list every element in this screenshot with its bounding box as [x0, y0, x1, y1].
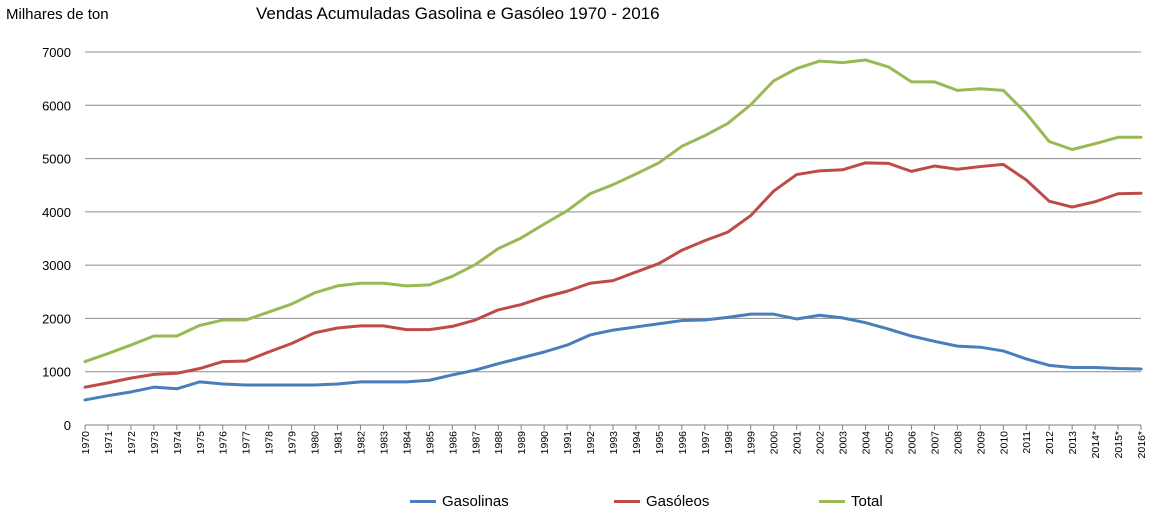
gridlines [85, 51, 1141, 426]
x-tick-label: 2008 [952, 431, 964, 455]
y-axis-unit-label: Milhares de ton [6, 6, 109, 23]
x-tick-label: 2003 [838, 431, 850, 455]
x-tick-label: 2002 [815, 431, 827, 455]
series-line-gasóleos [83, 161, 1143, 389]
x-tick-label: 1985 [424, 431, 436, 455]
legend-item-gasolinas: Gasolinas [410, 493, 509, 510]
x-tick-label: 1990 [539, 431, 551, 455]
x-tick-label: 2010 [998, 431, 1010, 455]
x-tick-label: 1973 [149, 431, 161, 455]
x-tick-label: 1979 [287, 431, 299, 455]
x-tick-label: 1986 [447, 431, 459, 455]
x-tick-label: 1978 [264, 431, 276, 455]
y-tick-label: 5000 [42, 152, 71, 167]
x-tick-label: 2013 [1067, 431, 1079, 455]
x-tick-label: 2005 [883, 431, 895, 455]
x-tick-label: 2009 [975, 431, 987, 455]
legend: Gasolinas Gasóleos Total [0, 493, 1164, 513]
chart-title: Vendas Acumuladas Gasolina e Gasóleo 197… [256, 4, 660, 23]
y-axis-tick-labels: 0 1000 2000 3000 4000 5000 6000 7000 [42, 45, 71, 433]
x-tick-label: 1984 [401, 431, 413, 455]
x-tick-label: 2001 [792, 431, 804, 455]
x-tick-label: 2015* [1113, 431, 1125, 458]
y-tick-label: 6000 [42, 98, 71, 113]
legend-item-total: Total [819, 493, 883, 510]
legend-label: Gasóleos [646, 493, 710, 510]
x-tick-label: 1989 [516, 431, 528, 455]
x-tick-label: 1971 [103, 431, 115, 455]
x-tick-label: 1988 [493, 431, 505, 455]
series-lines [83, 58, 1143, 402]
x-tick-label: 1983 [378, 431, 390, 455]
y-tick-label: 0 [64, 418, 71, 433]
x-tick-label: 2011 [1021, 431, 1033, 454]
x-tick-label: 1998 [723, 431, 735, 455]
x-tick-label: 1987 [470, 431, 482, 455]
x-tick-label: 2016* [1136, 431, 1148, 458]
x-tick-label: 1995 [654, 431, 666, 455]
x-tick-label: 1977 [241, 431, 253, 455]
x-tick-label: 1994 [631, 431, 643, 455]
legend-label: Total [851, 493, 883, 510]
x-tick-label: 1992 [585, 431, 597, 455]
x-tick-label: 1976 [218, 431, 230, 455]
x-tick-label: 2007 [929, 431, 941, 455]
x-tick-label: 2012 [1044, 431, 1056, 455]
series-line-total [83, 58, 1143, 364]
x-tick-label: 2014* [1090, 431, 1102, 458]
x-tick-label: 2000 [769, 431, 781, 455]
x-tick-label: 1975 [195, 431, 207, 455]
x-tick-label: 1981 [333, 431, 345, 455]
y-tick-label: 2000 [42, 311, 71, 326]
x-tick-label: 1970 [80, 431, 92, 455]
legend-swatch [819, 500, 845, 503]
x-tick-label: 1980 [310, 431, 322, 455]
x-tick-label: 1996 [677, 431, 689, 455]
x-tick-label: 1999 [746, 431, 758, 455]
x-tick-label: 2006 [906, 431, 918, 455]
legend-item-gasóleos: Gasóleos [614, 493, 709, 510]
x-tick-label: 1993 [608, 431, 620, 455]
legend-swatch [614, 500, 640, 503]
x-tick-label: 2004 [861, 431, 873, 455]
x-axis-tick-labels: 1970 1971 1972 1973 1974 1975 1976 1977 1978 1979… [80, 425, 1148, 458]
x-tick-label: 1972 [126, 431, 138, 455]
y-tick-label: 7000 [42, 45, 71, 60]
legend-swatch [410, 500, 436, 503]
y-tick-label: 3000 [42, 258, 71, 273]
y-tick-label: 4000 [42, 205, 71, 220]
legend-label: Gasolinas [442, 493, 509, 510]
x-tick-label: 1991 [562, 431, 574, 455]
series-line-gasolinas [83, 312, 1143, 402]
x-tick-label: 1982 [355, 431, 367, 455]
x-tick-label: 1974 [172, 431, 184, 455]
y-tick-label: 1000 [42, 365, 71, 380]
x-tick-label: 1997 [700, 431, 712, 455]
